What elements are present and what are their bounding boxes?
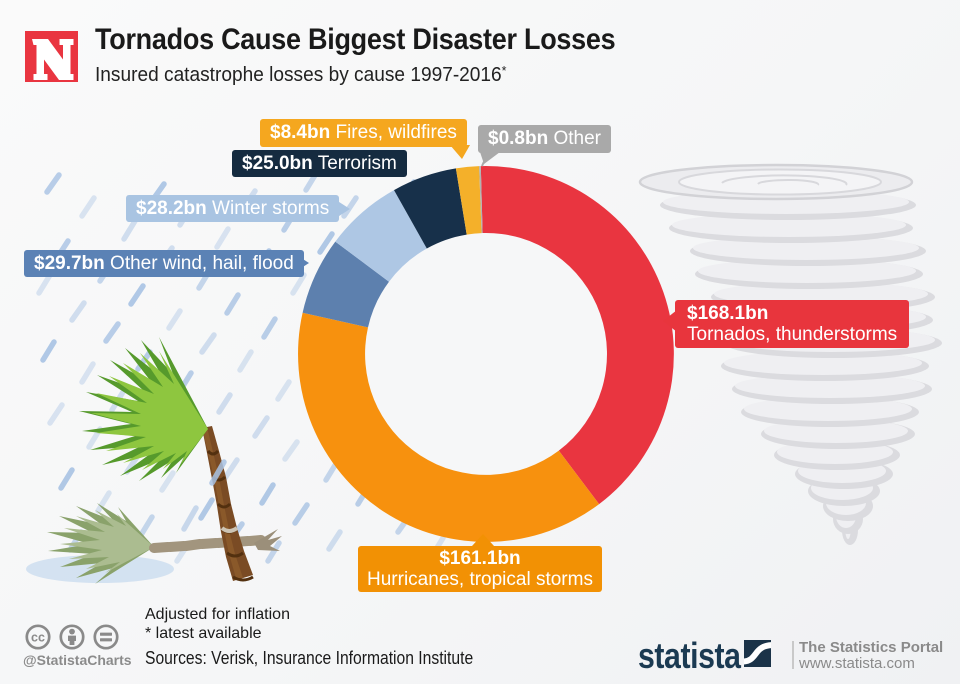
svg-text:cc: cc (31, 631, 45, 645)
